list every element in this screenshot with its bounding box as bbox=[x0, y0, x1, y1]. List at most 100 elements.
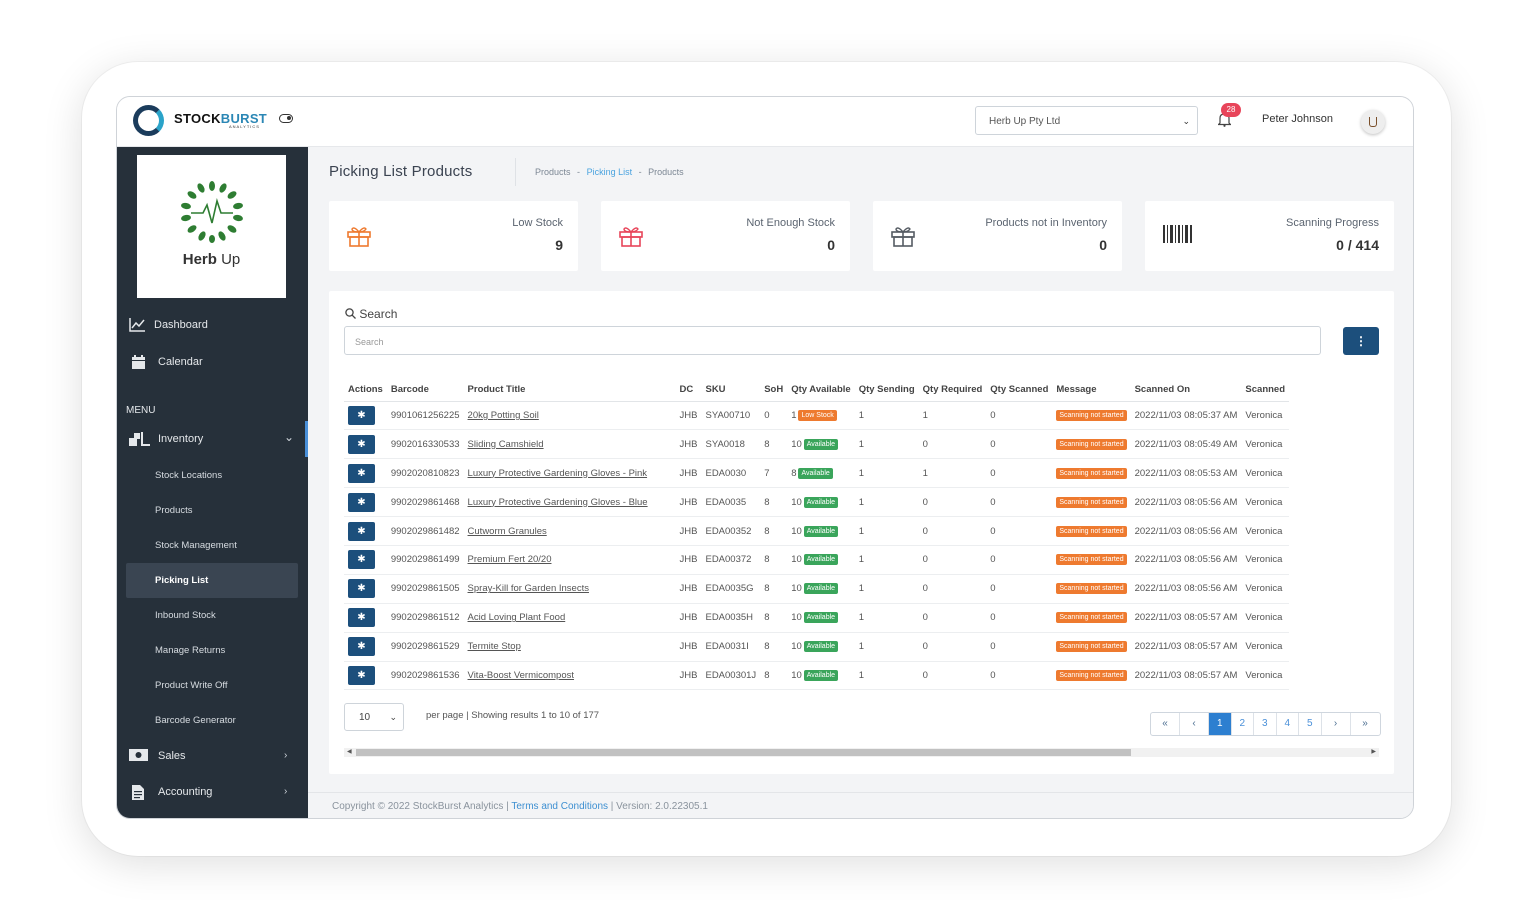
barcode-cell: 9902029861468 bbox=[386, 487, 464, 518]
brand-name: Herb Up bbox=[182, 251, 241, 268]
column-header[interactable]: Scanned On bbox=[1130, 379, 1242, 402]
page-button[interactable]: 5 bbox=[1299, 713, 1322, 735]
message-cell: Scanning not started bbox=[1052, 458, 1131, 489]
column-header[interactable]: Message bbox=[1052, 379, 1131, 402]
product-title-link[interactable]: Spray-Kill for Garden Insects bbox=[467, 583, 589, 595]
stat-card-value: 9 bbox=[555, 237, 563, 253]
breadcrumb-products[interactable]: Products bbox=[535, 167, 571, 177]
column-header[interactable]: Qty Scanned bbox=[986, 379, 1053, 402]
product-title-link[interactable]: Termite Stop bbox=[467, 641, 521, 653]
column-header[interactable]: SKU bbox=[701, 379, 761, 402]
column-header[interactable]: SoH bbox=[760, 379, 788, 402]
document-icon bbox=[132, 785, 144, 803]
product-title-cell: Luxury Protective Gardening Gloves - Blu… bbox=[463, 487, 676, 518]
product-title-link[interactable]: Luxury Protective Gardening Gloves - Pin… bbox=[467, 467, 648, 479]
qty-available-value: 10 bbox=[791, 669, 802, 681]
scrollbar-thumb[interactable] bbox=[356, 749, 1131, 756]
row-settings-button[interactable]: ✱ bbox=[348, 665, 375, 685]
page-button[interactable]: 3 bbox=[1254, 713, 1277, 735]
page-button[interactable]: 4 bbox=[1277, 713, 1299, 735]
app-logo-text[interactable]: STOCKBURST bbox=[174, 111, 268, 126]
qty-scanned-cell: 0 bbox=[986, 516, 1053, 546]
barcode-cell: 9902029861512 bbox=[386, 603, 464, 633]
row-settings-button[interactable]: ✱ bbox=[348, 434, 375, 454]
column-header[interactable]: Qty Sending bbox=[854, 379, 919, 402]
qty-required-cell: 0 bbox=[918, 574, 987, 604]
terms-link[interactable]: Terms and Conditions bbox=[511, 801, 609, 812]
sidebar-subitem-products[interactable]: Products bbox=[155, 505, 193, 516]
scanned-on-cell: 2022/11/03 08:05:57 AM bbox=[1130, 603, 1242, 633]
scroll-right-icon[interactable]: ▶ bbox=[1371, 749, 1376, 755]
row-settings-button[interactable]: ✱ bbox=[348, 492, 375, 512]
stat-card-title: Products not in Inventory bbox=[985, 217, 1107, 229]
row-settings-button[interactable]: ✱ bbox=[348, 608, 375, 628]
row-settings-button[interactable]: ✱ bbox=[348, 405, 375, 425]
sidebar-subitem-inbound-stock[interactable]: Inbound Stock bbox=[155, 610, 216, 621]
row-settings-button[interactable]: ✱ bbox=[348, 550, 375, 570]
last-page-button[interactable]: » bbox=[1362, 718, 1368, 729]
qty-available-value: 10 bbox=[791, 554, 802, 566]
sidebar-subitem-product-write-off[interactable]: Product Write Off bbox=[155, 680, 228, 691]
row-settings-button[interactable]: ✱ bbox=[348, 521, 375, 541]
notification-badge[interactable]: 28 bbox=[1221, 103, 1241, 117]
sidebar-subitem-stock-management[interactable]: Stock Management bbox=[155, 540, 237, 551]
product-title-link[interactable]: 20kg Potting Soil bbox=[467, 409, 539, 421]
product-title-link[interactable]: Cutworm Granules bbox=[467, 525, 547, 537]
scanned-on-cell: 2022/11/03 08:05:57 AM bbox=[1130, 661, 1242, 691]
more-options-button[interactable]: ⋮ bbox=[1343, 327, 1379, 355]
soh-cell: 8 bbox=[760, 574, 788, 604]
table-row: ✱ 9902020810823 Luxury Protective Gardenin… bbox=[344, 458, 1290, 489]
sidebar-subitem-stock-locations[interactable]: Stock Locations bbox=[155, 470, 223, 481]
column-header[interactable]: Actions bbox=[344, 379, 387, 402]
user-name[interactable]: Peter Johnson bbox=[1262, 113, 1333, 125]
product-title-cell: Cutworm Granules bbox=[463, 516, 676, 546]
column-header[interactable]: Barcode bbox=[386, 379, 464, 402]
search-input[interactable]: Search bbox=[344, 326, 1321, 355]
scanned-by-cell: Veronica bbox=[1241, 574, 1290, 604]
column-header[interactable]: Qty Available bbox=[787, 379, 855, 402]
avatar[interactable] bbox=[1361, 110, 1385, 134]
row-settings-button[interactable]: ✱ bbox=[348, 579, 375, 599]
scroll-left-icon[interactable]: ◀ bbox=[347, 749, 352, 755]
sidebar-subitem-manage-returns[interactable]: Manage Returns bbox=[155, 645, 226, 656]
row-settings-button[interactable]: ✱ bbox=[348, 637, 375, 657]
message-cell: Scanning not started bbox=[1052, 487, 1131, 518]
column-header[interactable]: Qty Required bbox=[918, 379, 987, 402]
next-page-button[interactable]: › bbox=[1322, 713, 1351, 735]
page-button[interactable]: 1 bbox=[1209, 713, 1232, 735]
per-page-select[interactable]: 10 ⌄ bbox=[344, 703, 404, 731]
qty-available-value: 10 bbox=[791, 438, 802, 450]
page-button[interactable]: 2 bbox=[1232, 713, 1254, 735]
product-title-link[interactable]: Acid Loving Plant Food bbox=[467, 612, 566, 624]
qty-required-cell: 0 bbox=[918, 545, 987, 575]
company-select[interactable]: Herb Up Pty Ltd ⌄ bbox=[975, 106, 1198, 135]
status-badge: Available bbox=[803, 496, 839, 508]
column-header[interactable]: DC bbox=[675, 379, 702, 402]
first-page-button[interactable]: « bbox=[1151, 713, 1180, 735]
product-title-link[interactable]: Luxury Protective Gardening Gloves - Blu… bbox=[467, 496, 648, 508]
sidebar-subitem-barcode-generator[interactable]: Barcode Generator bbox=[155, 715, 236, 726]
prev-page-button[interactable]: ‹ bbox=[1180, 713, 1209, 735]
product-title-link[interactable]: Vita-Boost Vermicompost bbox=[467, 669, 575, 681]
scanned-on-cell: 2022/11/03 08:05:37 AM bbox=[1130, 401, 1242, 431]
sidebar-toggle-icon[interactable] bbox=[279, 114, 293, 123]
horizontal-scrollbar[interactable]: ◀ ▶ bbox=[344, 748, 1379, 757]
qty-required-cell: 0 bbox=[918, 429, 987, 460]
row-settings-button[interactable]: ✱ bbox=[348, 463, 375, 483]
product-title-link[interactable]: Sliding Camshield bbox=[467, 438, 544, 450]
column-header[interactable]: Product Title bbox=[463, 379, 676, 402]
scanned-on-cell: 2022/11/03 08:05:56 AM bbox=[1130, 516, 1242, 546]
qty-available-value: 10 bbox=[791, 641, 802, 653]
chart-line-icon bbox=[129, 318, 146, 335]
message-cell: Scanning not started bbox=[1052, 603, 1131, 633]
dc-cell: JHB bbox=[675, 632, 702, 662]
scanned-on-cell: 2022/11/03 08:05:53 AM bbox=[1130, 458, 1242, 489]
qty-required-cell: 0 bbox=[918, 516, 987, 546]
message-cell: Scanning not started bbox=[1052, 401, 1131, 431]
column-header[interactable]: Scanned bbox=[1241, 379, 1290, 402]
actions-cell: ✱ bbox=[344, 574, 387, 604]
product-title-link[interactable]: Premium Fert 20/20 bbox=[467, 554, 552, 566]
breadcrumb-picking-list[interactable]: Picking List bbox=[586, 167, 633, 177]
sidebar-subitem-picking-list[interactable]: Picking List bbox=[155, 575, 209, 586]
stockburst-logo-icon[interactable] bbox=[133, 105, 164, 136]
